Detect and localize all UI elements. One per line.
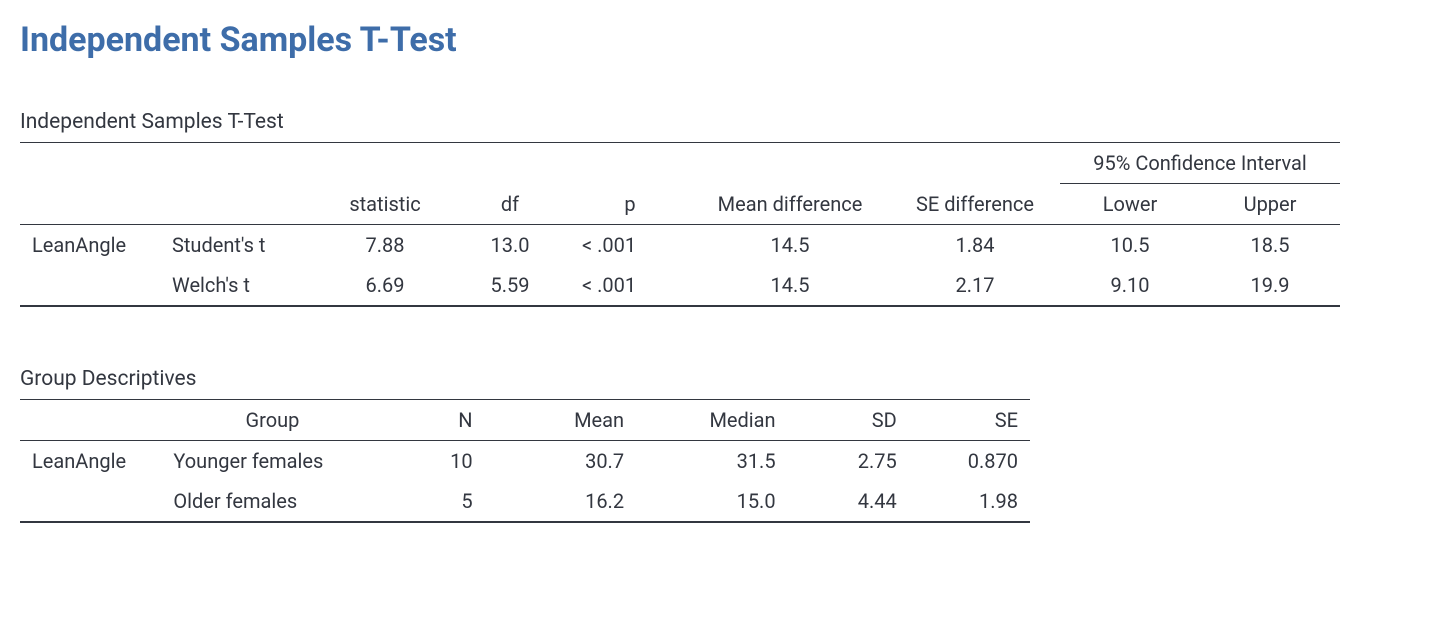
desc-table-title: Group Descriptives [20, 367, 1418, 391]
col-statistic: statistic [320, 184, 450, 225]
desc-sd: 2.75 [788, 441, 909, 482]
ttest-p: < .001 [570, 265, 690, 306]
ttest-statistic: 7.88 [320, 225, 450, 266]
col-se: SE [909, 400, 1030, 441]
ttest-upper: 19.9 [1200, 265, 1340, 306]
ttest-lower: 9.10 [1060, 265, 1200, 306]
ttest-mean-diff: 14.5 [690, 225, 890, 266]
col-sd: SD [788, 400, 909, 441]
col-mean: Mean [485, 400, 637, 441]
table-row: Welch's t 6.69 5.59 < .001 14.5 2.17 9.1… [20, 265, 1340, 306]
ttest-statistic: 6.69 [320, 265, 450, 306]
ttest-table-title: Independent Samples T-Test [20, 110, 1418, 134]
col-median: Median [636, 400, 788, 441]
desc-mean: 30.7 [485, 441, 637, 482]
desc-se: 1.98 [909, 481, 1030, 522]
table-row: LeanAngle Student's t 7.88 13.0 < .001 1… [20, 225, 1340, 266]
table-row: LeanAngle Younger females 10 30.7 31.5 2… [20, 441, 1030, 482]
desc-n: 10 [384, 441, 485, 482]
ttest-p: < .001 [570, 225, 690, 266]
ttest-upper: 18.5 [1200, 225, 1340, 266]
desc-se: 0.870 [909, 441, 1030, 482]
desc-variable: LeanAngle [20, 441, 161, 523]
page-title: Independent Samples T-Test [20, 20, 1418, 60]
ttest-method: Student's t [160, 225, 320, 266]
ttest-se-diff: 2.17 [890, 265, 1060, 306]
descriptives-section: Group Descriptives Group N Mean Median S… [20, 367, 1418, 523]
ttest-table: 95% Confidence Interval statistic df p M… [20, 142, 1340, 307]
ci-header: 95% Confidence Interval [1060, 143, 1340, 184]
desc-group: Younger females [161, 441, 383, 482]
col-mean-diff: Mean difference [690, 184, 890, 225]
col-upper: Upper [1200, 184, 1340, 225]
ttest-df: 13.0 [450, 225, 570, 266]
col-df: df [450, 184, 570, 225]
col-se-diff: SE difference [890, 184, 1060, 225]
desc-mean: 16.2 [485, 481, 637, 522]
ttest-se-diff: 1.84 [890, 225, 1060, 266]
desc-group: Older females [161, 481, 383, 522]
desc-median: 31.5 [636, 441, 788, 482]
col-group: Group [161, 400, 383, 441]
desc-n: 5 [384, 481, 485, 522]
col-lower: Lower [1060, 184, 1200, 225]
ttest-section: Independent Samples T-Test 95% Confidenc… [20, 110, 1418, 307]
ttest-df: 5.59 [450, 265, 570, 306]
col-n: N [384, 400, 485, 441]
col-p: p [570, 184, 690, 225]
desc-table: Group N Mean Median SD SE LeanAngle Youn… [20, 399, 1030, 523]
ttest-lower: 10.5 [1060, 225, 1200, 266]
ttest-method: Welch's t [160, 265, 320, 306]
desc-median: 15.0 [636, 481, 788, 522]
table-row: Older females 5 16.2 15.0 4.44 1.98 [20, 481, 1030, 522]
ttest-mean-diff: 14.5 [690, 265, 890, 306]
ttest-variable: LeanAngle [20, 225, 160, 307]
desc-sd: 4.44 [788, 481, 909, 522]
